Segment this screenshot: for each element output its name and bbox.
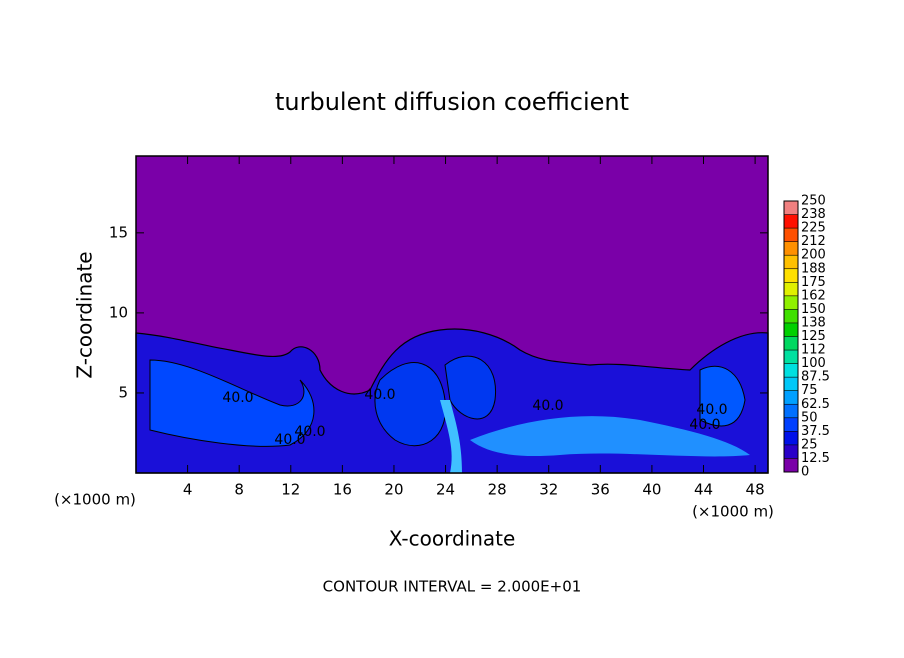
y-tick-label: 10 <box>109 303 128 321</box>
colorbar-label: 100 <box>801 356 826 371</box>
colorbar-band <box>784 201 798 215</box>
colorbar-label: 238 <box>801 207 826 222</box>
colorbar-label: 0 <box>801 465 809 480</box>
colorbar-label: 188 <box>801 261 826 276</box>
x-unit-left: (×1000 m) <box>54 491 136 509</box>
colorbar-band <box>784 431 798 445</box>
x-tick-label: 32 <box>539 481 558 499</box>
colorbar-band <box>784 363 798 378</box>
colorbar-band <box>784 282 798 296</box>
contour-label: 40.0 <box>294 424 325 440</box>
field-region <box>149 359 315 447</box>
contour-label: 40.0 <box>222 390 253 406</box>
contour-label: 40.0 <box>532 398 563 414</box>
colorbar-label: 175 <box>801 275 826 290</box>
colorbar-band <box>784 417 798 432</box>
x-tick-label: 44 <box>694 481 713 499</box>
colorbar-label: 12.5 <box>801 451 830 466</box>
colorbar-label: 37.5 <box>801 424 830 439</box>
colorbar-label: 125 <box>801 329 826 344</box>
field <box>135 156 769 474</box>
colorbar-label: 25 <box>801 437 818 452</box>
colorbar-band <box>784 390 798 405</box>
x-tick-label: 12 <box>281 481 300 499</box>
colorbar-band <box>784 255 798 269</box>
colorbar-label: 62.5 <box>801 397 830 412</box>
x-tick-label: 36 <box>591 481 610 499</box>
x-axis-label: X-coordinate <box>389 527 516 551</box>
colorbar-band <box>784 322 798 337</box>
x-tick-label: 8 <box>234 481 244 499</box>
colorbar-band <box>784 309 798 323</box>
colorbar-label: 138 <box>801 315 826 330</box>
colorbar-band <box>784 377 798 391</box>
x-tick-label: 40 <box>642 481 661 499</box>
colorbar-label: 200 <box>801 248 826 263</box>
colorbar-label: 212 <box>801 234 826 249</box>
chart-title: turbulent diffusion coefficient <box>275 88 629 116</box>
contour-label: 40.0 <box>696 402 727 418</box>
colorbar-band <box>784 404 798 418</box>
footer: CONTOUR INTERVAL = 2.000E+01 <box>323 578 582 596</box>
colorbar-label: 150 <box>801 302 826 317</box>
x-tick-label: 28 <box>488 481 507 499</box>
x-tick-label: 48 <box>746 481 765 499</box>
x-tick-label: 4 <box>183 481 193 499</box>
x-tick-label: 20 <box>384 481 403 499</box>
colorbar-label: 75 <box>801 383 818 398</box>
colorbar-label: 225 <box>801 221 826 236</box>
field-region <box>374 362 447 447</box>
field-region <box>470 416 750 457</box>
field-region <box>444 355 497 420</box>
contour-label: 40.0 <box>274 432 305 448</box>
colorbar-band <box>784 444 798 459</box>
colorbar-band <box>784 228 798 242</box>
colorbar-band <box>784 458 798 472</box>
y-axis-label: Z-coordinate <box>73 251 97 378</box>
y-tick-label: 15 <box>109 223 128 241</box>
x-tick-label: 24 <box>436 481 455 499</box>
colorbar-band <box>784 295 798 310</box>
x-unit-right: (×1000 m) <box>692 503 774 521</box>
x-tick-label: 16 <box>333 481 352 499</box>
colorbar-label: 162 <box>801 288 826 303</box>
contour-label: 40.0 <box>689 417 720 433</box>
colorbar-label: 87.5 <box>801 370 830 385</box>
contour-label: 40.0 <box>364 387 395 403</box>
colorbar-band <box>784 336 798 351</box>
y-tick-label: 5 <box>118 383 128 401</box>
plot-frame <box>135 155 769 474</box>
colorbar-band <box>784 241 798 256</box>
colorbar-band <box>784 350 798 364</box>
colorbar-label: 50 <box>801 410 818 425</box>
colorbar-band <box>784 214 798 229</box>
field-region <box>699 365 746 427</box>
field-region <box>440 400 462 473</box>
colorbar-label: 112 <box>801 343 826 358</box>
colorbar-band <box>784 268 798 283</box>
colorbar-label: 250 <box>801 194 826 209</box>
